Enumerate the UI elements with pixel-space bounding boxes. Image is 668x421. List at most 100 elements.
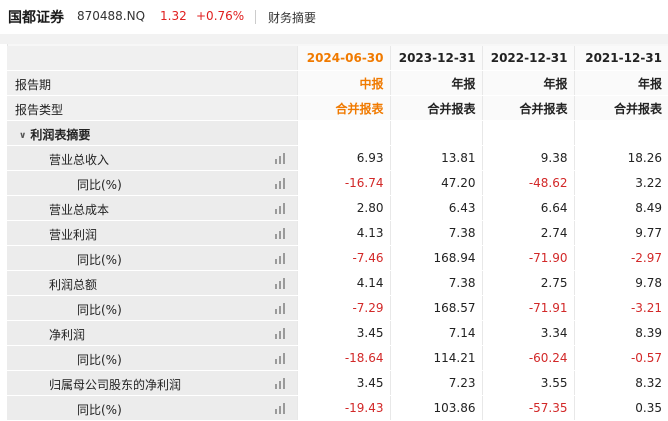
- row-label-cell: 营业总收入: [7, 145, 297, 171]
- value-cell: 2.80: [296, 195, 390, 221]
- section-title: 利润表摘要: [30, 128, 91, 142]
- header-gap: [0, 34, 668, 44]
- report-type-2: 合并报表: [389, 95, 482, 121]
- bar-chart-icon[interactable]: [274, 353, 287, 364]
- row-label-cell: 同比(%): [7, 395, 297, 421]
- row-label: 同比(%): [77, 253, 122, 267]
- bar-chart-icon[interactable]: [274, 178, 287, 189]
- report-period-3: 年报: [481, 70, 574, 96]
- financial-summary-table: 2024-06-30 2023-12-31 2022-12-31 2021-12…: [7, 46, 668, 421]
- row-label-cell: 同比(%): [7, 345, 297, 371]
- bar-chart-icon[interactable]: [274, 403, 287, 414]
- section-toggle-income-statement[interactable]: ∨ 利润表摘要: [7, 120, 297, 146]
- report-period-1: 中报: [296, 70, 390, 96]
- table-row: 归属母公司股东的净利润 3.45 7.23 3.55 8.32: [7, 370, 668, 396]
- value-cell: -7.46: [296, 245, 390, 271]
- value-cell: 6.64: [481, 195, 574, 221]
- tab-financial-summary[interactable]: 财务摘要: [268, 11, 317, 25]
- table-row: 营业利润 4.13 7.38 2.74 9.77: [7, 220, 668, 246]
- row-label: 归属母公司股东的净利润: [49, 378, 182, 392]
- row-label: 利润总额: [49, 278, 98, 292]
- stock-price: 1.32: [160, 9, 187, 23]
- value-cell: 7.38: [389, 270, 482, 296]
- value-cell: -16.74: [296, 170, 390, 196]
- value-cell: 9.77: [573, 220, 668, 246]
- value-cell: 2.74: [481, 220, 574, 246]
- value-cell: 9.38: [481, 145, 574, 171]
- row-label: 同比(%): [77, 178, 122, 192]
- bar-chart-icon[interactable]: [274, 378, 287, 389]
- report-period-2: 年报: [389, 70, 482, 96]
- stock-header: 国都证券 870488.NQ 1.32 +0.76% 财务摘要: [0, 0, 668, 34]
- row-label-cell: 营业利润: [7, 220, 297, 246]
- table-row: 同比(%) -19.43 103.86 -57.35 0.35: [7, 395, 668, 421]
- value-cell: 6.93: [296, 145, 390, 171]
- value-cell: -19.43: [296, 395, 390, 421]
- value-cell: 4.14: [296, 270, 390, 296]
- value-cell: -2.97: [573, 245, 668, 271]
- value-cell: 2.75: [481, 270, 574, 296]
- period-date-1[interactable]: 2024-06-30: [296, 46, 390, 71]
- row-label-cell: 净利润: [7, 320, 297, 346]
- table-row: 营业总成本 2.80 6.43 6.64 8.49: [7, 195, 668, 221]
- value-cell: 47.20: [389, 170, 482, 196]
- bar-chart-icon[interactable]: [274, 303, 287, 314]
- bar-chart-icon[interactable]: [274, 153, 287, 164]
- table-row: 净利润 3.45 7.14 3.34 8.39: [7, 320, 668, 346]
- bar-chart-icon[interactable]: [274, 203, 287, 214]
- report-type-3: 合并报表: [481, 95, 574, 121]
- period-date-3[interactable]: 2022-12-31: [481, 46, 574, 71]
- value-cell: 3.45: [296, 320, 390, 346]
- value-cell: 168.57: [389, 295, 482, 321]
- header-corner: [7, 46, 297, 71]
- value-cell: 3.55: [481, 370, 574, 396]
- value-cell: 9.78: [573, 270, 668, 296]
- row-label: 净利润: [49, 328, 86, 342]
- value-cell: -3.21: [573, 295, 668, 321]
- value-cell: -71.91: [481, 295, 574, 321]
- row-label: 同比(%): [77, 303, 122, 317]
- row-label: 营业利润: [49, 228, 98, 242]
- row-label-cell: 利润总额: [7, 270, 297, 296]
- row-label: 同比(%): [77, 353, 122, 367]
- value-cell: -60.24: [481, 345, 574, 371]
- bar-chart-icon[interactable]: [274, 328, 287, 339]
- value-cell: 7.23: [389, 370, 482, 396]
- value-cell: 6.43: [389, 195, 482, 221]
- value-cell: 8.49: [573, 195, 668, 221]
- section-row-income-statement[interactable]: ∨ 利润表摘要: [7, 120, 668, 146]
- row-label-cell: 同比(%): [7, 170, 297, 196]
- row-label-cell: 营业总成本: [7, 195, 297, 221]
- stock-change-percent: +0.76%: [196, 9, 245, 23]
- report-type-1: 合并报表: [296, 95, 390, 121]
- value-cell: 4.13: [296, 220, 390, 246]
- bar-chart-icon[interactable]: [274, 228, 287, 239]
- period-date-2[interactable]: 2023-12-31: [389, 46, 482, 71]
- report-type-label: 报告类型: [7, 95, 297, 121]
- table-row: 营业总收入 6.93 13.81 9.38 18.26: [7, 145, 668, 171]
- period-date-row: 2024-06-30 2023-12-31 2022-12-31 2021-12…: [7, 46, 668, 71]
- table-row: 同比(%) -16.74 47.20 -48.62 3.22: [7, 170, 668, 196]
- bar-chart-icon[interactable]: [274, 253, 287, 264]
- table-row: 利润总额 4.14 7.38 2.75 9.78: [7, 270, 668, 296]
- row-label-cell: 归属母公司股东的净利润: [7, 370, 297, 396]
- row-label-cell: 同比(%): [7, 245, 297, 271]
- stock-name[interactable]: 国都证券: [8, 10, 64, 26]
- value-cell: 18.26: [573, 145, 668, 171]
- report-period-row: 报告期 中报 年报 年报 年报: [7, 70, 668, 96]
- bar-chart-icon[interactable]: [274, 278, 287, 289]
- value-cell: -71.90: [481, 245, 574, 271]
- table-row: 同比(%) -7.29 168.57 -71.91 -3.21: [7, 295, 668, 321]
- value-cell: -57.35: [481, 395, 574, 421]
- chevron-down-icon[interactable]: ∨: [19, 131, 27, 141]
- value-cell: 3.45: [296, 370, 390, 396]
- value-cell: 103.86: [389, 395, 482, 421]
- report-period-label: 报告期: [7, 70, 297, 96]
- value-cell: 13.81: [389, 145, 482, 171]
- value-cell: -0.57: [573, 345, 668, 371]
- table-row: 同比(%) -18.64 114.21 -60.24 -0.57: [7, 345, 668, 371]
- period-date-4[interactable]: 2021-12-31: [573, 46, 668, 71]
- report-type-4: 合并报表: [573, 95, 668, 121]
- report-period-4: 年报: [573, 70, 668, 96]
- value-cell: 7.14: [389, 320, 482, 346]
